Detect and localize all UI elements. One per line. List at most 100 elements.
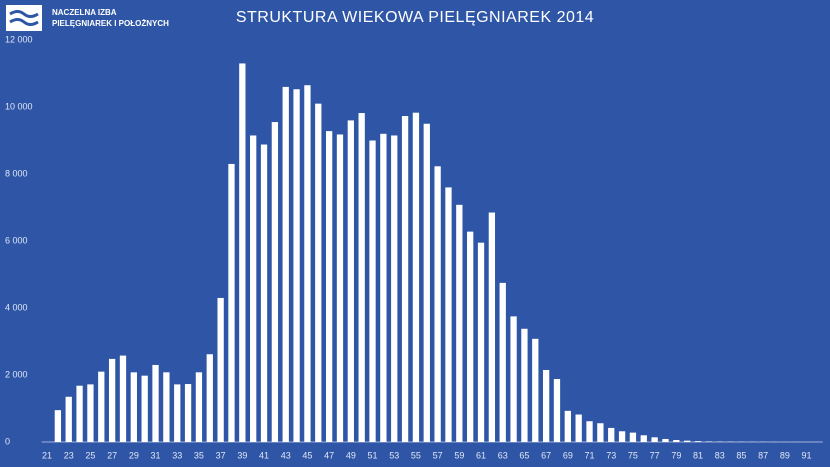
bar bbox=[499, 282, 506, 442]
bar bbox=[141, 375, 148, 442]
bar bbox=[336, 134, 344, 442]
x-tick-label: 39 bbox=[237, 450, 247, 460]
bar bbox=[54, 410, 62, 442]
y-tick-label: 0 bbox=[5, 436, 10, 446]
x-tick-label: 89 bbox=[780, 450, 790, 460]
x-tick-label: 85 bbox=[736, 450, 746, 460]
y-tick-label: 10 000 bbox=[5, 101, 33, 111]
bar bbox=[445, 187, 452, 442]
bar bbox=[401, 116, 409, 443]
y-tick-label: 12 000 bbox=[5, 34, 33, 44]
bar bbox=[467, 231, 474, 442]
bar bbox=[391, 135, 398, 442]
y-tick-label: 8 000 bbox=[5, 168, 28, 178]
bar bbox=[477, 242, 485, 442]
bar bbox=[250, 135, 257, 442]
bar bbox=[325, 131, 333, 442]
bar bbox=[651, 437, 658, 442]
x-tick-label: 67 bbox=[541, 450, 551, 460]
x-tick-label: 63 bbox=[498, 450, 508, 460]
logo: NACZELNA IZBA PIELĘGNIAREK I POŁOŻNYCH bbox=[6, 5, 169, 31]
x-tick-label: 45 bbox=[302, 450, 312, 460]
bar bbox=[184, 384, 192, 442]
x-tick-label: 35 bbox=[194, 450, 204, 460]
x-tick-label: 37 bbox=[216, 450, 226, 460]
chart-title: STRUKTURA WIEKOWA PIELĘGNIAREK 2014 bbox=[236, 9, 594, 26]
x-tick-label: 75 bbox=[628, 450, 638, 460]
x-tick-label: 29 bbox=[129, 450, 139, 460]
bar bbox=[347, 120, 354, 443]
bar bbox=[423, 123, 430, 442]
bar bbox=[271, 122, 279, 442]
bar bbox=[358, 113, 365, 442]
bar bbox=[553, 379, 561, 442]
bar bbox=[608, 427, 615, 442]
bar bbox=[282, 86, 289, 443]
bar bbox=[434, 166, 441, 443]
x-tick-label: 87 bbox=[758, 450, 768, 460]
bar bbox=[293, 89, 300, 443]
bar bbox=[510, 316, 517, 442]
logo-mark bbox=[6, 5, 42, 31]
x-tick-label: 73 bbox=[606, 450, 616, 460]
x-tick-label: 83 bbox=[715, 450, 725, 460]
bar bbox=[228, 163, 235, 442]
bar bbox=[239, 63, 246, 442]
bar bbox=[521, 328, 528, 442]
bar bbox=[130, 372, 137, 442]
bar bbox=[564, 410, 571, 442]
bar bbox=[260, 144, 268, 442]
logo-text: NACZELNA IZBA bbox=[52, 8, 117, 17]
x-tick-label: 59 bbox=[454, 450, 464, 460]
x-tick-label: 81 bbox=[693, 450, 703, 460]
bar bbox=[488, 212, 496, 442]
y-tick-label: 6 000 bbox=[5, 235, 28, 245]
x-tick-label: 41 bbox=[259, 450, 269, 460]
bar bbox=[108, 358, 116, 442]
x-tick-label: 49 bbox=[346, 450, 356, 460]
x-tick-label: 31 bbox=[151, 450, 161, 460]
x-tick-label: 77 bbox=[650, 450, 660, 460]
bar bbox=[65, 396, 72, 442]
bar bbox=[662, 438, 669, 442]
x-tick-label: 69 bbox=[563, 450, 573, 460]
bar bbox=[304, 85, 311, 442]
x-tick-label: 51 bbox=[368, 450, 378, 460]
x-tick-label: 53 bbox=[389, 450, 399, 460]
x-tick-label: 43 bbox=[281, 450, 291, 460]
y-tick-label: 2 000 bbox=[5, 369, 28, 379]
bar bbox=[597, 423, 604, 442]
bar bbox=[456, 204, 463, 442]
x-tick-label: 71 bbox=[585, 450, 595, 460]
x-tick-label: 21 bbox=[42, 450, 52, 460]
x-tick-label: 57 bbox=[433, 450, 443, 460]
bar bbox=[705, 441, 713, 442]
x-tick-label: 23 bbox=[64, 450, 74, 460]
bar bbox=[163, 372, 170, 442]
bar bbox=[195, 372, 203, 442]
bar bbox=[315, 103, 322, 443]
y-tick-label: 4 000 bbox=[5, 302, 28, 312]
bar bbox=[629, 432, 637, 442]
bar bbox=[152, 364, 159, 442]
bar bbox=[87, 384, 94, 442]
x-tick-label: 25 bbox=[85, 450, 95, 460]
x-tick-label: 91 bbox=[802, 450, 812, 460]
x-tick-label: 33 bbox=[172, 450, 182, 460]
bar bbox=[575, 414, 582, 442]
bar bbox=[684, 440, 691, 442]
x-tick-label: 27 bbox=[107, 450, 117, 460]
x-tick-label: 61 bbox=[476, 450, 486, 460]
bar bbox=[412, 112, 420, 442]
bar bbox=[119, 355, 127, 442]
bar bbox=[640, 435, 647, 442]
bar bbox=[98, 371, 105, 442]
bar bbox=[206, 354, 213, 442]
bar bbox=[673, 439, 680, 442]
x-tick-label: 65 bbox=[519, 450, 529, 460]
bar bbox=[532, 338, 539, 442]
bar bbox=[76, 385, 83, 442]
bar bbox=[380, 133, 387, 443]
bar bbox=[618, 431, 626, 442]
